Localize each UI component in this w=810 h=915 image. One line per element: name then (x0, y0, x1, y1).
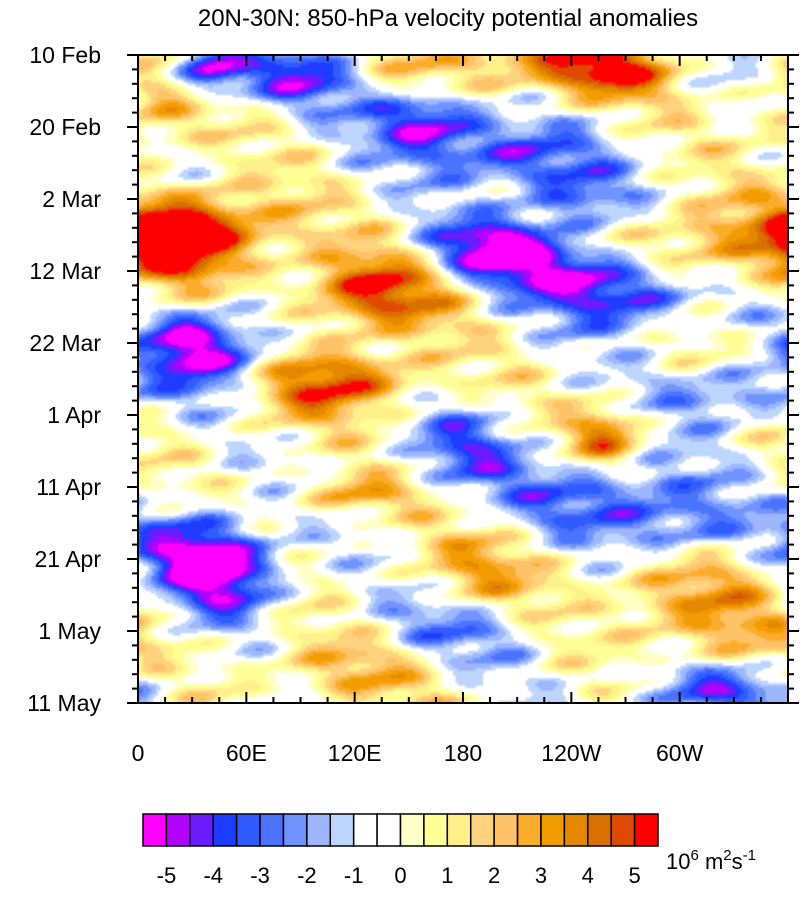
colorbar-swatch (587, 813, 612, 847)
colorbar-swatch (212, 813, 238, 847)
colorbar-label: 1 (441, 863, 453, 888)
x-tick-label: 180 (444, 740, 482, 766)
x-tick-label: 60E (226, 740, 267, 766)
colorbar-units: 106 m2s-1 (666, 847, 756, 874)
colorbar-swatch (423, 813, 449, 847)
colorbar-swatch (399, 813, 425, 847)
colorbar-swatch (540, 813, 566, 847)
colorbar: -5 -4 -3 -2 -1 0 1 2 3 4 5 (142, 813, 659, 888)
x-tick-label: 0 (132, 740, 145, 766)
y-tick-label: 20 Feb (29, 114, 101, 140)
colorbar-label: -3 (250, 863, 270, 888)
colorbar-label: -2 (297, 863, 317, 888)
colorbar-swatch (352, 813, 378, 847)
colorbar-swatch (610, 813, 636, 847)
colorbar-swatch (235, 813, 261, 847)
y-tick-label: 2 Mar (42, 186, 101, 212)
y-tick-label: 22 Mar (29, 330, 101, 356)
colorbar-label: 4 (582, 863, 594, 888)
y-tick-label: 1 Apr (47, 402, 101, 428)
colorbar-label: 3 (535, 863, 547, 888)
x-tick-label: 60W (656, 740, 704, 766)
plot-area (137, 54, 789, 704)
colorbar-label: 5 (628, 863, 640, 888)
chart-title: 20N-30N: 850-hPa velocity potential anom… (198, 5, 698, 32)
y-tick-label: 10 Feb (29, 42, 101, 68)
colorbar-swatch (633, 813, 659, 847)
contour-field (138, 55, 788, 703)
colorbar-swatch (189, 813, 214, 847)
colorbar-swatch (376, 813, 402, 847)
colorbar-swatch (282, 813, 308, 847)
colorbar-swatch (165, 813, 191, 847)
x-tick-label: 120E (328, 740, 382, 766)
colorbar-label: 0 (394, 863, 406, 888)
x-tick-label: 120W (541, 740, 601, 766)
y-axis: 10 Feb 20 Feb 2 Mar 12 Mar 22 Mar 1 Apr 11 Apr… (27, 42, 799, 716)
y-tick-label: 11 Apr (36, 474, 101, 500)
colorbar-swatch (516, 813, 542, 847)
colorbar-label: -5 (157, 863, 177, 888)
colorbar-swatch (259, 813, 285, 847)
y-tick-label: 21 Apr (35, 546, 102, 572)
colorbar-label: 2 (488, 863, 500, 888)
colorbar-swatch (563, 813, 589, 847)
x-axis: 0 60E 120E 180 120W 60W (132, 55, 789, 766)
colorbar-label: -1 (344, 863, 364, 888)
colorbar-swatch (469, 813, 495, 847)
y-tick-label: 1 May (38, 618, 101, 644)
colorbar-swatch (329, 813, 355, 847)
colorbar-swatch (446, 813, 472, 847)
colorbar-swatch (142, 813, 168, 847)
y-tick-label: 11 May (27, 690, 101, 716)
colorbar-swatch (493, 813, 519, 847)
colorbar-swatch (306, 813, 332, 847)
y-tick-label: 12 Mar (29, 258, 101, 284)
colorbar-label: -4 (203, 863, 223, 888)
